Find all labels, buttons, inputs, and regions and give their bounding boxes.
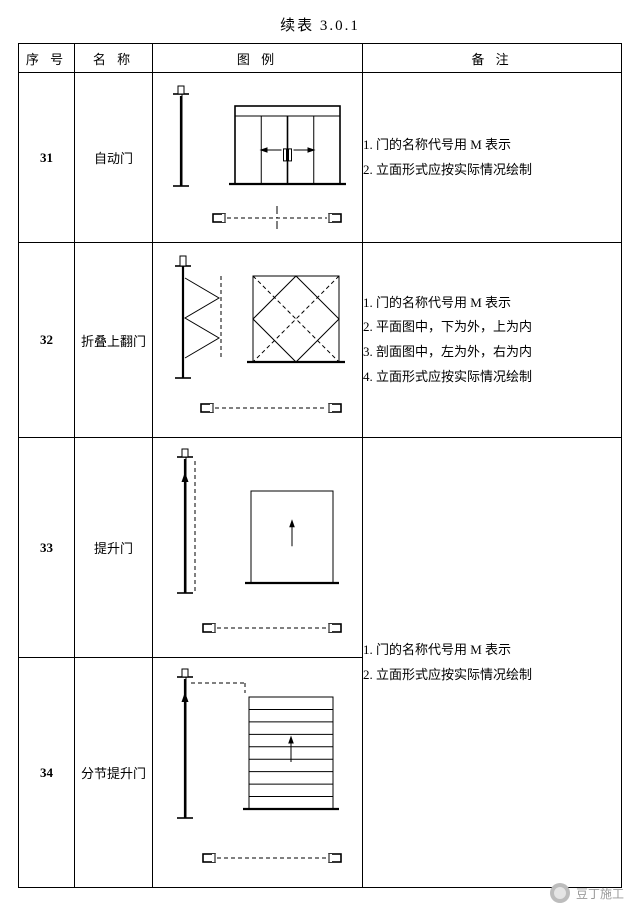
cell-legend	[153, 243, 363, 438]
cell-notes: 1. 门的名称代号用 M 表示2. 立面形式应按实际情况绘制	[363, 73, 622, 243]
diagram-fold_up	[153, 248, 362, 433]
cell-notes-merged: 1. 门的名称代号用 M 表示2. 立面形式应按实际情况绘制	[363, 438, 622, 888]
cell-seq: 34	[19, 658, 75, 888]
cell-legend	[153, 658, 363, 888]
note-line: 2. 立面形式应按实际情况绘制	[363, 663, 621, 688]
cell-name: 折叠上翻门	[75, 243, 153, 438]
cell-legend	[153, 438, 363, 658]
col-seq: 序 号	[19, 44, 75, 73]
note-line: 2. 立面形式应按实际情况绘制	[363, 158, 621, 183]
cell-notes: 1. 门的名称代号用 M 表示2. 平面图中，下为外，上为内3. 剖面图中，左为…	[363, 243, 622, 438]
note-line: 1. 门的名称代号用 M 表示	[363, 291, 621, 316]
table-row: 33提升门1. 门的名称代号用 M 表示2. 立面形式应按实际情况绘制	[19, 438, 622, 658]
col-notes: 备 注	[363, 44, 622, 73]
note-line: 1. 门的名称代号用 M 表示	[363, 638, 621, 663]
watermark: 豆丁施工	[550, 883, 624, 903]
cell-seq: 33	[19, 438, 75, 658]
col-legend: 图 例	[153, 44, 363, 73]
note-line: 4. 立面形式应按实际情况绘制	[363, 365, 621, 390]
col-name: 名 称	[75, 44, 153, 73]
diagram-auto_door	[153, 78, 362, 238]
table-caption: 续表 3.0.1	[18, 14, 622, 35]
note-line: 2. 平面图中，下为外，上为内	[363, 315, 621, 340]
note-line: 3. 剖面图中，左为外，右为内	[363, 340, 621, 365]
diagram-lift_door	[153, 443, 362, 653]
note-line: 1. 门的名称代号用 M 表示	[363, 133, 621, 158]
cell-name: 分节提升门	[75, 658, 153, 888]
cell-name: 提升门	[75, 438, 153, 658]
legend-table: 序 号 名 称 图 例 备 注 31自动门1. 门的名称代号用 M 表示2. 立…	[18, 43, 622, 888]
table-row: 32折叠上翻门 1. 门的名称代号用 M 表示2. 平面图中，下为外，上为内3. …	[19, 243, 622, 438]
cell-name: 自动门	[75, 73, 153, 243]
diagram-sectional_door	[153, 663, 362, 883]
cell-seq: 32	[19, 243, 75, 438]
cell-seq: 31	[19, 73, 75, 243]
watermark-text: 豆丁施工	[576, 885, 624, 902]
wechat-icon	[550, 883, 570, 903]
table-row: 31自动门 1. 门的名称代号用 M 表示2. 立面形式应按实际情况绘制	[19, 73, 622, 243]
cell-legend	[153, 73, 363, 243]
